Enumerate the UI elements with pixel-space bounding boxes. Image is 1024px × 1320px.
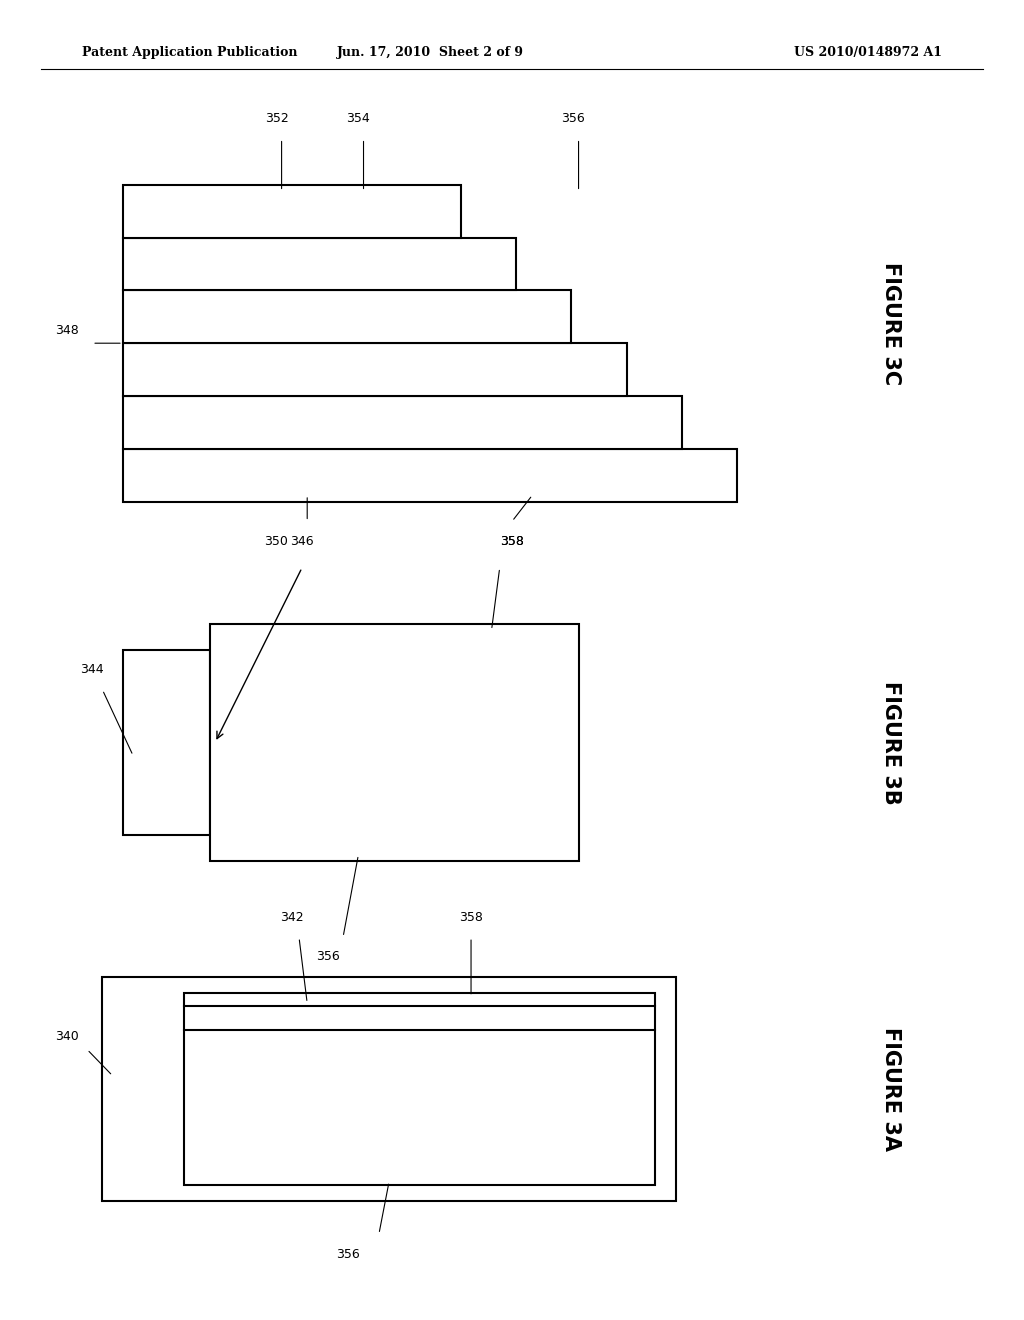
Text: 356: 356 (561, 112, 586, 125)
Text: 348: 348 (54, 323, 79, 337)
Text: 350: 350 (264, 535, 289, 548)
Text: FIGURE 3A: FIGURE 3A (881, 1027, 901, 1151)
Bar (210, 623, 579, 861)
Bar (102, 977, 676, 1201)
Bar (123, 343, 627, 396)
Text: 340: 340 (54, 1030, 79, 1043)
Bar (123, 290, 571, 343)
Text: US 2010/0148972 A1: US 2010/0148972 A1 (794, 46, 942, 59)
Text: FIGURE 3B: FIGURE 3B (881, 681, 901, 804)
Text: Patent Application Publication: Patent Application Publication (82, 46, 297, 59)
Text: 344: 344 (80, 664, 104, 676)
Bar (123, 396, 682, 449)
Bar (123, 185, 461, 238)
Bar (123, 449, 737, 502)
Text: 358: 358 (500, 535, 524, 548)
Text: 342: 342 (280, 911, 304, 924)
Text: 352: 352 (264, 112, 289, 125)
Text: Jun. 17, 2010  Sheet 2 of 9: Jun. 17, 2010 Sheet 2 of 9 (337, 46, 523, 59)
Text: 358: 358 (459, 911, 483, 924)
Text: 356: 356 (336, 1247, 360, 1261)
Text: 358: 358 (500, 535, 524, 548)
Text: 354: 354 (346, 112, 371, 125)
Bar (184, 993, 655, 1185)
Bar (123, 238, 516, 290)
Text: 346: 346 (290, 535, 314, 548)
Text: FIGURE 3C: FIGURE 3C (881, 261, 901, 385)
Text: 356: 356 (315, 950, 340, 964)
Bar (123, 649, 210, 836)
